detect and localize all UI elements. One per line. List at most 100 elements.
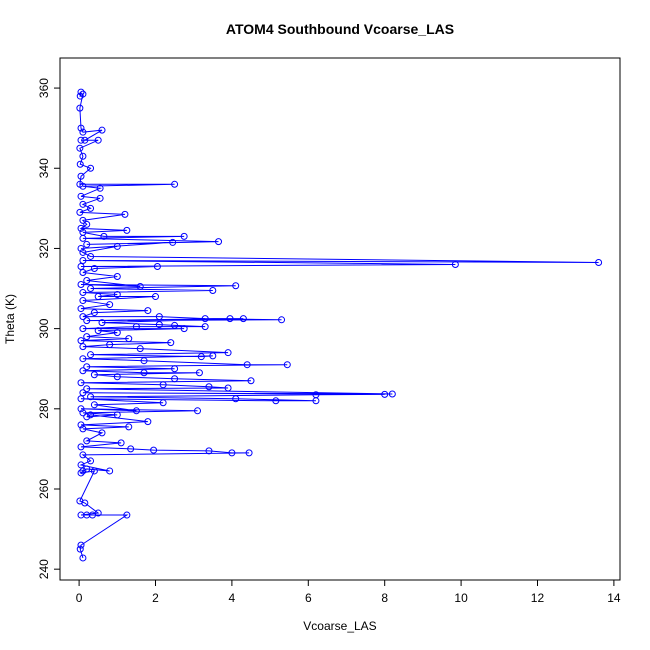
data-point [79, 268, 87, 276]
data-point [83, 277, 91, 285]
data-point [278, 316, 286, 324]
x-tick-label: 12 [531, 591, 545, 605]
data-point [79, 297, 87, 305]
data-point [77, 405, 85, 413]
data-point [83, 413, 91, 421]
data-point [159, 399, 167, 407]
data-point [388, 390, 396, 398]
data-point [83, 317, 91, 325]
data-point [180, 325, 188, 333]
data-point [87, 204, 95, 212]
data-point [77, 461, 85, 469]
data-point [87, 457, 95, 465]
data-point [76, 208, 84, 216]
data-point [77, 88, 85, 96]
data-point [79, 554, 87, 562]
x-tick-label: 10 [454, 591, 468, 605]
data-point [77, 337, 85, 345]
data-point [123, 226, 131, 234]
data-point [77, 281, 85, 289]
data-point [77, 469, 85, 477]
chart-title: ATOM4 Southbound Vcoarse_LAS [226, 21, 454, 37]
data-point [79, 128, 87, 136]
data-point [106, 301, 114, 309]
data-point [83, 240, 91, 248]
data-point [79, 325, 87, 333]
data-point [205, 383, 213, 391]
data-point [159, 381, 167, 389]
data-line [79, 91, 599, 559]
data-point [171, 180, 179, 188]
data-point [79, 467, 87, 475]
data-point [272, 397, 280, 405]
data-point [79, 256, 87, 264]
data-point [312, 397, 320, 405]
data-point [121, 210, 129, 218]
data-point [83, 437, 91, 445]
data-point [76, 545, 84, 553]
data-point [98, 429, 106, 437]
data-point [79, 389, 87, 397]
data-point [90, 401, 98, 409]
data-point [96, 184, 104, 192]
y-tick-label: 260 [37, 479, 51, 499]
data-point [150, 446, 158, 454]
data-point [228, 449, 236, 457]
data-point [79, 425, 87, 433]
data-point [167, 339, 175, 347]
data-point [215, 238, 223, 246]
data-point [87, 285, 95, 293]
data-point [87, 411, 95, 419]
data-point [226, 315, 234, 323]
y-tick-label: 280 [37, 398, 51, 418]
data-point [79, 451, 87, 459]
data-point [205, 447, 213, 455]
data-point [197, 353, 205, 361]
x-tick-label: 0 [76, 591, 83, 605]
data-point [94, 327, 102, 335]
data-point [76, 144, 84, 152]
x-axis-label: Vcoarse_LAS [303, 619, 376, 633]
y-axis-label: Theta (K) [3, 294, 17, 344]
data-point [209, 287, 217, 295]
data-point [90, 309, 98, 317]
data-point [243, 361, 251, 369]
data-point [77, 541, 85, 549]
data-point [106, 341, 114, 349]
data-point [96, 194, 104, 202]
data-point [595, 258, 603, 266]
data-point [171, 375, 179, 383]
data-point [98, 319, 106, 327]
data-point [83, 385, 91, 393]
data-point [136, 283, 144, 291]
data-point [132, 407, 140, 415]
data-point [125, 335, 133, 343]
x-tick-label: 2 [152, 591, 159, 605]
data-point [79, 367, 87, 375]
data-point [76, 104, 84, 112]
data-point [76, 160, 84, 168]
data-point [79, 248, 87, 256]
x-tick-label: 4 [229, 591, 236, 605]
data-point [169, 238, 177, 246]
data-point [77, 192, 85, 200]
data-point [201, 323, 209, 331]
data-point [77, 305, 85, 313]
data-point [77, 262, 85, 270]
data-point [79, 152, 87, 160]
data-point [79, 355, 87, 363]
data-point [87, 351, 95, 359]
data-point [140, 369, 148, 377]
data-point [88, 511, 96, 519]
data-point [113, 242, 121, 250]
data-point [79, 200, 87, 208]
data-point [79, 409, 87, 417]
data-point [98, 126, 106, 134]
data-point [113, 373, 121, 381]
data-point [171, 365, 179, 373]
data-point [113, 411, 121, 419]
data-point [77, 224, 85, 232]
data-point [171, 321, 179, 329]
data-point [79, 234, 87, 242]
